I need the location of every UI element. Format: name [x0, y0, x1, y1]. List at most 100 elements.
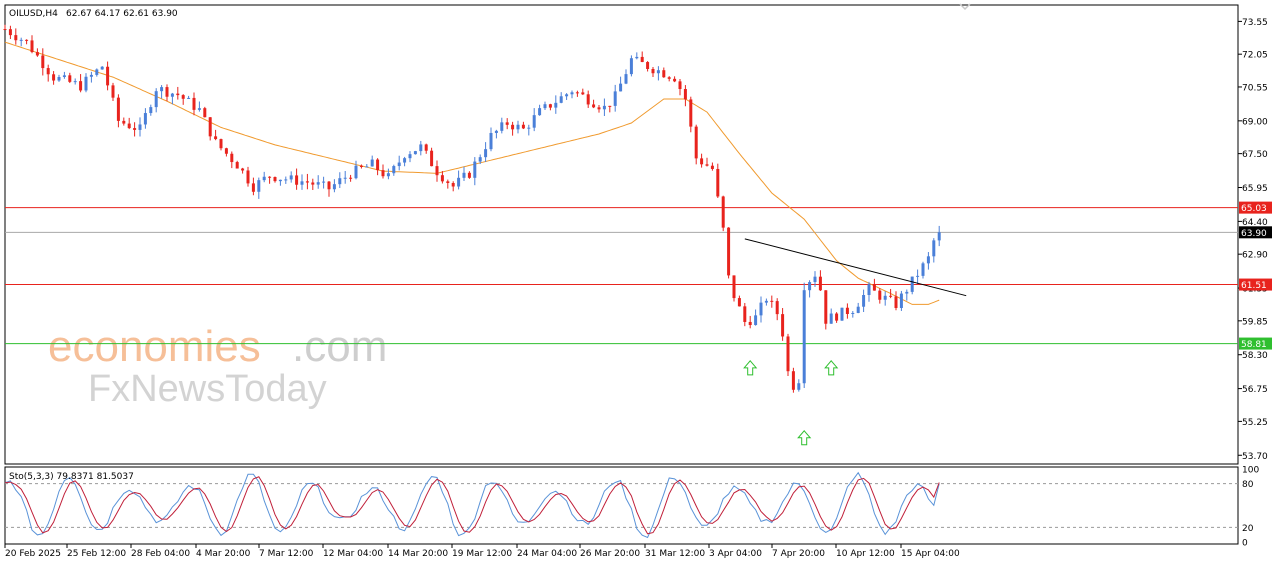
candle-body-153 — [829, 313, 833, 324]
candle-body-122 — [662, 70, 666, 78]
candle-body-94 — [511, 124, 515, 130]
chart-shift-icon[interactable] — [959, 3, 971, 11]
candle-body-140 — [759, 302, 763, 316]
candle-body-77 — [419, 144, 423, 152]
time-tick-label-12: 7 Apr 20:00 — [772, 549, 825, 559]
candle-body-69 — [376, 159, 380, 171]
candle-body-81 — [440, 175, 444, 182]
candle-body-165 — [894, 296, 898, 308]
candle-body-134 — [727, 227, 731, 276]
watermark-dotcom: .com — [292, 322, 387, 371]
price-tick-label-13: 53.70 — [1242, 452, 1268, 462]
time-tick-label-10: 31 Mar 12:00 — [645, 549, 705, 559]
candle-body-52 — [284, 179, 288, 181]
candle-body-23 — [127, 123, 131, 129]
candle-body-144 — [781, 314, 785, 337]
candle-body-75 — [408, 154, 412, 159]
candle-body-101 — [548, 104, 552, 108]
price-tick-label-11: 56.75 — [1242, 385, 1268, 395]
candle-body-146 — [791, 371, 795, 390]
price-tick-label-5: 65.95 — [1242, 184, 1268, 194]
candle-body-127 — [689, 99, 693, 127]
candle-body-130 — [705, 164, 709, 166]
time-tick-label-9: 26 Mar 20:00 — [580, 549, 640, 559]
candle-body-171 — [926, 256, 930, 264]
candle-body-114 — [619, 83, 623, 92]
candle-body-74 — [403, 158, 407, 163]
signal-arrows — [743, 360, 839, 446]
candle-body-50 — [273, 177, 277, 182]
candle-body-45 — [246, 170, 250, 184]
candle-body-143 — [775, 301, 779, 315]
moving-average — [4, 41, 940, 305]
candle-body-161 — [872, 284, 876, 291]
candle-body-63 — [343, 177, 347, 179]
price-tick-label-12: 55.25 — [1242, 418, 1268, 428]
up-arrow-icon-1 — [797, 430, 812, 446]
time-tick-label-11: 3 Apr 04:00 — [709, 549, 762, 559]
candle-body-102 — [554, 102, 558, 108]
candle-body-88 — [478, 157, 482, 162]
candle-body-137 — [743, 306, 747, 322]
stochastic-label: Sto(5,3,3) 79.8371 81.5037 — [9, 472, 134, 482]
candle-body-79 — [430, 150, 434, 167]
candle-body-159 — [862, 295, 866, 307]
candle-body-115 — [624, 74, 628, 84]
candle-body-27 — [149, 107, 153, 114]
candle-body-132 — [716, 168, 720, 197]
candle-body-109 — [592, 104, 596, 108]
candle-body-0 — [3, 29, 7, 31]
candle-body-118 — [640, 56, 644, 63]
candle-body-60 — [327, 181, 331, 190]
candle-body-93 — [505, 122, 509, 125]
candle-body-151 — [818, 276, 822, 291]
candle-body-167 — [905, 291, 909, 294]
candle-body-124 — [673, 78, 677, 82]
candle-body-55 — [300, 181, 304, 185]
stoch-d-line — [4, 476, 940, 535]
candle-body-65 — [354, 165, 358, 179]
candle-body-129 — [700, 158, 704, 165]
candle-body-41 — [224, 148, 228, 154]
candle-body-80 — [435, 166, 439, 176]
candle-body-103 — [559, 96, 563, 103]
candle-body-120 — [651, 68, 655, 74]
time-tick-label-2: 28 Feb 04:00 — [131, 549, 190, 559]
time-tick-label-1: 25 Feb 12:00 — [67, 549, 126, 559]
time-tick-label-5: 12 Mar 04:00 — [323, 549, 383, 559]
level-badge-label-0: 65.03 — [1241, 204, 1267, 214]
candle-body-135 — [732, 275, 736, 299]
candle-body-26 — [143, 113, 147, 125]
price-tick-label-7: 62.90 — [1242, 251, 1268, 261]
candle-body-18 — [100, 66, 104, 70]
candle-body-1 — [8, 29, 12, 36]
price-badges: 65.03 63.90 61.51 58.81 — [1239, 201, 1272, 350]
time-axis: 20 Feb 2025 25 Feb 12:00 28 Feb 04:00 4 Mar… — [4, 544, 960, 559]
candle-body-59 — [322, 181, 326, 183]
candle-body-97 — [527, 127, 531, 129]
candle-body-149 — [808, 282, 812, 291]
candle-body-14 — [79, 81, 83, 91]
candle-body-113 — [613, 91, 617, 106]
candle-body-119 — [646, 62, 650, 69]
candle-body-42 — [230, 153, 234, 163]
candle-body-108 — [586, 94, 590, 105]
candle-body-172 — [932, 240, 936, 257]
candle-body-66 — [359, 165, 363, 167]
time-tick-label-6: 14 Mar 20:00 — [388, 549, 448, 559]
candle-body-67 — [365, 166, 369, 168]
candle-body-30 — [165, 87, 169, 97]
candle-body-78 — [424, 144, 428, 151]
candle-body-44 — [241, 168, 245, 171]
candle-body-43 — [235, 162, 239, 169]
stoch-tick-label-0: 100 — [1242, 466, 1259, 476]
candle-body-53 — [289, 175, 293, 180]
stoch-tick-label-3: 0 — [1242, 539, 1248, 549]
candle-body-139 — [754, 315, 758, 326]
candle-body-117 — [635, 56, 639, 59]
candle-body-99 — [538, 108, 542, 116]
candle-body-49 — [268, 176, 272, 178]
candle-body-29 — [160, 87, 164, 92]
time-tick-label-3: 4 Mar 20:00 — [196, 549, 251, 559]
price-tick-label-4: 67.50 — [1242, 150, 1268, 160]
